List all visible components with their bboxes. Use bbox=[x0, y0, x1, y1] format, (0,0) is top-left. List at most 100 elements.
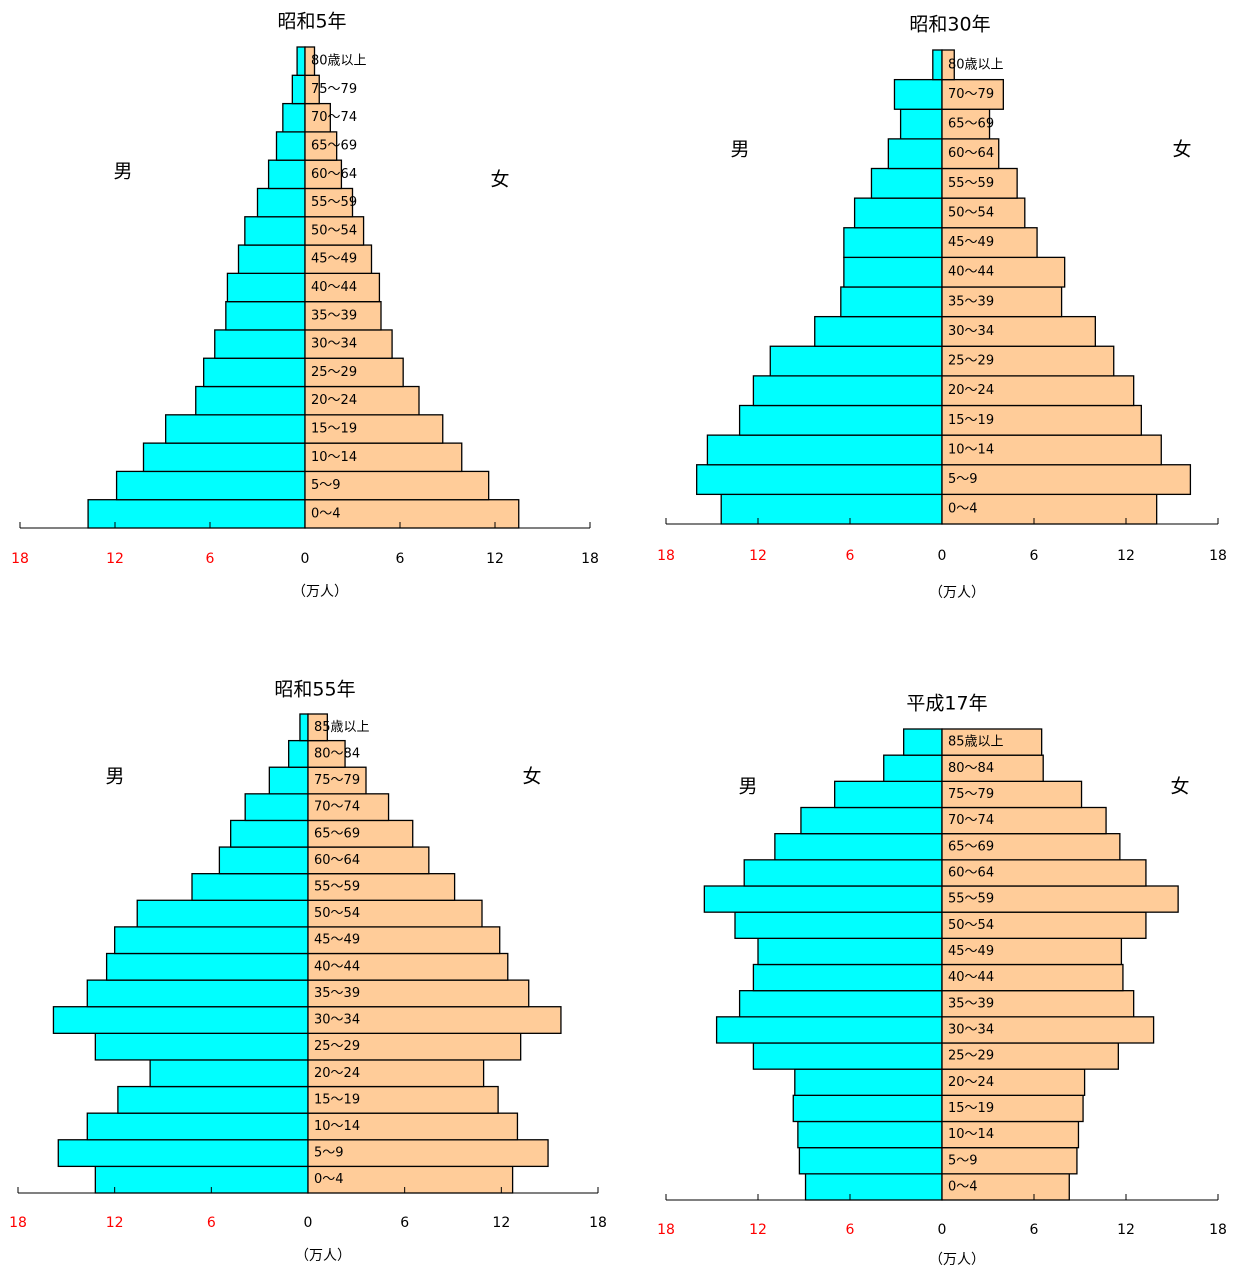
bar bbox=[237, 244, 306, 275]
bar bbox=[883, 754, 943, 782]
bar bbox=[86, 979, 309, 1008]
bar bbox=[706, 434, 943, 466]
age-label: 10～14 bbox=[314, 1119, 360, 1134]
bar bbox=[932, 49, 943, 81]
bar bbox=[304, 470, 490, 501]
bar bbox=[244, 793, 309, 822]
x-axis-label: （万人） bbox=[295, 1248, 351, 1264]
age-label: 85歳以上 bbox=[948, 735, 1004, 750]
age-label: 5～9 bbox=[311, 478, 341, 493]
bar bbox=[268, 766, 309, 795]
bar bbox=[941, 1094, 1084, 1123]
bar bbox=[304, 414, 444, 444]
bar bbox=[304, 244, 373, 275]
age-label: 50～54 bbox=[311, 223, 357, 238]
bar bbox=[814, 315, 943, 347]
bar bbox=[267, 159, 306, 190]
bar bbox=[941, 806, 1107, 835]
age-label: 45～49 bbox=[948, 944, 994, 959]
bar bbox=[165, 414, 306, 444]
age-label: 5～9 bbox=[314, 1146, 344, 1161]
age-label: 40～44 bbox=[948, 265, 994, 280]
bar bbox=[887, 138, 943, 170]
bar bbox=[797, 1120, 943, 1149]
bar bbox=[941, 49, 955, 81]
age-label: 30～34 bbox=[314, 1013, 360, 1028]
x-tick-label: 18 bbox=[581, 551, 599, 567]
sex-label: 男 bbox=[113, 161, 132, 183]
x-tick-label: 18 bbox=[11, 551, 29, 567]
age-label: 70～74 bbox=[948, 813, 994, 828]
bar bbox=[899, 108, 943, 140]
chart-title: 昭和55年 bbox=[274, 679, 355, 701]
age-label: 20～24 bbox=[311, 393, 357, 408]
bar bbox=[214, 329, 306, 359]
bar bbox=[800, 806, 943, 835]
age-label: 70～74 bbox=[311, 110, 357, 125]
bar bbox=[307, 979, 530, 1008]
bar bbox=[941, 197, 1026, 229]
sex-label: 女 bbox=[1172, 139, 1191, 161]
bar bbox=[282, 102, 306, 133]
bar bbox=[136, 899, 309, 928]
bar bbox=[203, 357, 306, 388]
age-label: 35～39 bbox=[314, 986, 360, 1001]
chart-title: 昭和30年 bbox=[909, 14, 990, 36]
x-tick-label: 18 bbox=[1209, 548, 1227, 564]
chart-title: 平成17年 bbox=[906, 693, 987, 715]
age-label: 0～4 bbox=[948, 502, 978, 517]
age-label: 55～59 bbox=[948, 892, 994, 907]
bar bbox=[225, 300, 306, 331]
age-label: 35～39 bbox=[311, 308, 357, 323]
x-tick-label: 6 bbox=[846, 1222, 855, 1238]
age-label: 70～74 bbox=[314, 800, 360, 815]
bar bbox=[307, 1059, 485, 1088]
bar bbox=[304, 46, 316, 76]
bar bbox=[275, 131, 306, 161]
bar bbox=[94, 1165, 309, 1194]
bar bbox=[52, 1006, 309, 1034]
age-label: 25～29 bbox=[314, 1039, 360, 1054]
bar bbox=[307, 766, 367, 795]
age-label: 40～44 bbox=[948, 970, 994, 985]
bar bbox=[195, 385, 306, 416]
x-tick-label: 6 bbox=[207, 1215, 216, 1231]
bar bbox=[696, 464, 943, 496]
age-label: 5～9 bbox=[948, 1153, 978, 1168]
bar bbox=[792, 1094, 943, 1123]
x-tick-label: 6 bbox=[1030, 1222, 1039, 1238]
bar bbox=[941, 404, 1142, 436]
x-axis-label: （万人） bbox=[929, 1252, 985, 1268]
bar bbox=[941, 464, 1192, 496]
age-label: 70～79 bbox=[948, 87, 994, 102]
bar bbox=[226, 272, 306, 303]
bar bbox=[299, 713, 309, 742]
bar bbox=[941, 937, 1123, 966]
x-axis-label: （万人） bbox=[929, 585, 985, 601]
bar bbox=[304, 329, 393, 359]
bar bbox=[307, 926, 501, 955]
x-tick-label: 6 bbox=[1030, 548, 1039, 564]
bar bbox=[941, 728, 1043, 756]
bar bbox=[840, 286, 943, 318]
bar bbox=[834, 780, 943, 809]
age-label: 60～64 bbox=[311, 167, 357, 182]
age-label: 30～34 bbox=[311, 337, 357, 352]
bar bbox=[307, 1032, 522, 1061]
sex-label: 男 bbox=[105, 766, 124, 788]
x-tick-label: 6 bbox=[400, 1215, 409, 1231]
age-label: 15～19 bbox=[948, 413, 994, 428]
bar bbox=[941, 108, 991, 140]
x-tick-label: 0 bbox=[301, 551, 310, 567]
age-label: 65～69 bbox=[948, 117, 994, 132]
bar bbox=[941, 227, 1038, 259]
bar bbox=[307, 739, 346, 768]
x-tick-label: 0 bbox=[938, 548, 947, 564]
age-label: 20～24 bbox=[948, 383, 994, 398]
x-tick-label: 12 bbox=[106, 1215, 124, 1231]
age-label: 35～39 bbox=[948, 996, 994, 1011]
age-label: 0～4 bbox=[948, 1179, 978, 1194]
bar bbox=[307, 793, 390, 822]
bar bbox=[941, 1147, 1078, 1175]
